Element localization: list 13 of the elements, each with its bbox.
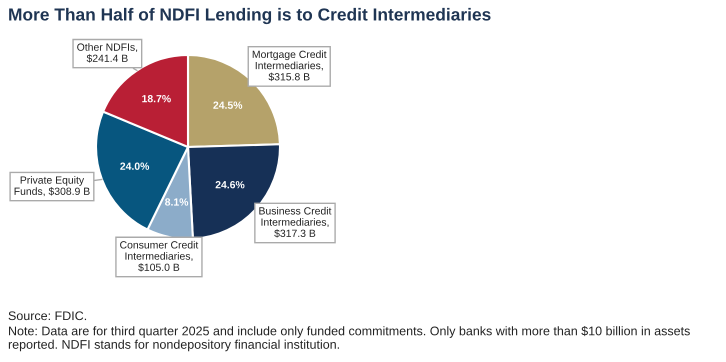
text: Note: Data are for third quarter 2025 and include only funded commitments. Only banks with more than $10 billion in assets reported. NDFI stands for nondepository financial institution. xyxy=(8,326,690,352)
data-label: 24.6% xyxy=(216,181,244,188)
data-label: 18.7% xyxy=(142,94,171,102)
data-label: 24.0% xyxy=(120,162,150,170)
slice-label: Mortgage Credit Intermediaries, $315.8 B xyxy=(252,50,327,82)
source-note: Source: FDIC. xyxy=(8,311,86,320)
chart-title: More Than Half of NDFI Lending is to Credit Intermediaries xyxy=(9,8,491,24)
slice-label: Consumer Credit Intermediaries, $105.0 B xyxy=(120,240,198,272)
slice-label: Other NDFIs, $241.4 B xyxy=(77,43,138,63)
slice-label: Business Credit Intermediaries, $317.3 B xyxy=(259,206,332,238)
data-label: 24.5% xyxy=(213,101,242,109)
slice-label: Private Equity Funds, $308.9 B xyxy=(14,176,90,196)
data-label: 8.1% xyxy=(165,198,188,206)
